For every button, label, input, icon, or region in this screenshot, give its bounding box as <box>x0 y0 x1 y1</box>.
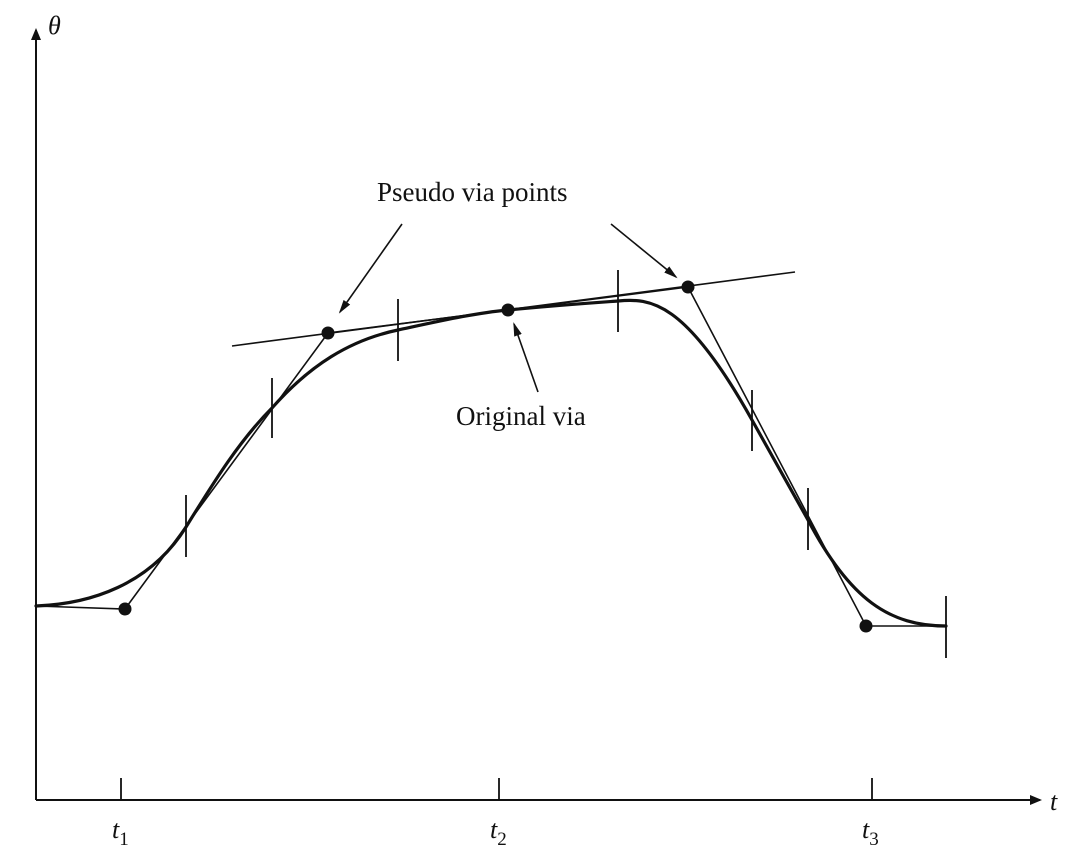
original-via-point <box>501 303 515 317</box>
via-point <box>118 602 132 616</box>
pseudo-via-point <box>681 280 695 294</box>
original-via-label: Original via <box>456 401 586 431</box>
original-arrow <box>513 322 539 393</box>
t1-label: t1 <box>112 815 129 849</box>
t3-label: t3 <box>862 815 879 849</box>
pseudo-arrow-left <box>338 223 403 314</box>
pseudo-via-point <box>321 326 335 340</box>
pseudo-arrow-right <box>610 223 678 279</box>
trajectory-curve <box>34 298 948 628</box>
via-point <box>859 619 873 633</box>
x-axis-label: t <box>1050 787 1058 816</box>
y-axis-label: θ <box>48 11 61 40</box>
t2-label: t2 <box>490 815 507 849</box>
linear-segments <box>35 286 946 627</box>
pseudo-via-label: Pseudo via points <box>377 177 568 207</box>
